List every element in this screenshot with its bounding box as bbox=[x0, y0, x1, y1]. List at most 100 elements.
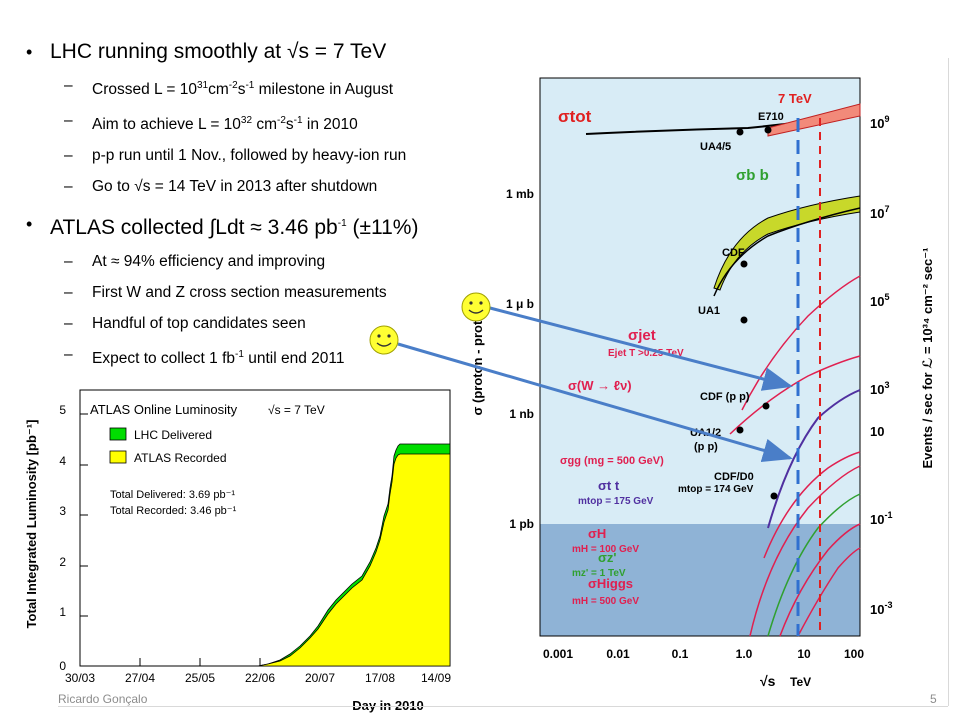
curve-sigma-tt bbox=[767, 389, 861, 529]
text: cm bbox=[252, 116, 278, 134]
label-ua12b: (p p) bbox=[694, 441, 718, 453]
yright-1e9: 109 bbox=[870, 114, 889, 131]
lumi-xlabel: Day in 2010 bbox=[352, 698, 424, 713]
ytick: 4 bbox=[59, 454, 66, 468]
sub-bullet-pp-run: p-p run until 1 Nov., followed by heavy-… bbox=[24, 145, 452, 167]
xtick: 22/06 bbox=[245, 671, 275, 685]
point-e710 bbox=[764, 126, 772, 134]
curve-sigma-zp bbox=[767, 493, 861, 637]
footer-author: Ricardo Gonçalo bbox=[58, 692, 148, 706]
band-sigma-bb bbox=[713, 195, 861, 291]
luminosity-plot: Total Integrated Luminosity [pb⁻¹] 0 1 2… bbox=[24, 389, 451, 713]
slide-divider-horizontal bbox=[58, 706, 948, 707]
sup: 32 bbox=[240, 115, 253, 127]
text: s bbox=[285, 116, 294, 134]
label-mzp: mz' = 1 TeV bbox=[572, 568, 626, 579]
label-e710: E710 bbox=[758, 111, 784, 123]
curve-sigma-h bbox=[763, 451, 861, 559]
lumi-total-recorded: Total Recorded: 3.46 pb⁻¹ bbox=[110, 505, 237, 517]
sub-bullet-expect: Expect to collect 1 fb-1 until end 2011 bbox=[24, 344, 494, 370]
curve-sigma-h500 bbox=[797, 547, 861, 637]
text: cm bbox=[208, 81, 229, 99]
xtick: 0.01 bbox=[606, 647, 630, 661]
xtick: 20/07 bbox=[305, 671, 335, 685]
yright-1e-1: 10-1 bbox=[870, 510, 892, 527]
point-cdf-d0 bbox=[770, 492, 778, 500]
ylabel-1pb: 1 pb bbox=[509, 517, 534, 531]
lumi-total-delivered: Total Delivered: 3.69 pb⁻¹ bbox=[110, 489, 235, 501]
text: Crossed L = 10 bbox=[92, 81, 197, 99]
cross-section-plot: 1 mb 1 μ b 1 nb 1 pb σ (proton - proton)… bbox=[470, 77, 935, 689]
point-ua45 bbox=[736, 128, 744, 136]
lumi-title: ATLAS Online Luminosity bbox=[90, 402, 238, 417]
label-szp: σz' bbox=[598, 550, 616, 565]
xtick: 10 bbox=[797, 647, 811, 661]
sup: -2 bbox=[228, 80, 238, 91]
yright-1e5: 105 bbox=[870, 292, 889, 309]
ytick: 2 bbox=[59, 555, 66, 569]
sub-bullet-w-z: First W and Z cross section measurements bbox=[24, 282, 494, 304]
label-stt: σt t bbox=[598, 478, 620, 493]
curve-sigma-higgs bbox=[779, 523, 861, 637]
bullet-list: LHC running smoothly at √s = 7 TeV Cross… bbox=[24, 30, 494, 370]
ylabel-1nb: 1 nb bbox=[509, 407, 534, 421]
yright-1e7: 107 bbox=[870, 204, 889, 221]
curve-sigma-gg bbox=[749, 465, 861, 637]
xtick: 30/03 bbox=[65, 671, 95, 685]
point-cdf bbox=[740, 260, 748, 268]
label-stot: σtot bbox=[558, 107, 592, 126]
sup: -1 bbox=[293, 115, 303, 127]
label-ua45: UA4/5 bbox=[700, 141, 731, 153]
text: s bbox=[237, 81, 246, 99]
sub-bullet-top: Handful of top candidates seen bbox=[24, 313, 494, 335]
text: ATLAS collected ∫Ldt ≈ 3.46 pb bbox=[50, 216, 338, 240]
label-shiggs: σHiggs bbox=[588, 576, 633, 591]
yright-1e-3: 10-3 bbox=[870, 600, 892, 617]
label-7tev: 7 TeV bbox=[778, 91, 812, 106]
label-sw: σ(W → ℓν) bbox=[568, 378, 632, 393]
legend-recorded-swatch bbox=[109, 450, 127, 464]
lumi-energy: √s = 7 TeV bbox=[268, 403, 325, 417]
xtick: 1.0 bbox=[736, 647, 753, 661]
ytick: 5 bbox=[59, 403, 66, 417]
lumi-recorded-area bbox=[80, 453, 451, 667]
xs-xlabel-sym: √s bbox=[760, 673, 776, 689]
sup: -1 bbox=[245, 80, 255, 91]
sup: 31 bbox=[196, 80, 209, 91]
label-cdfd0: CDF/D0 bbox=[714, 471, 754, 483]
text: until end 2011 bbox=[243, 350, 345, 368]
xs-xlabel-unit: TeV bbox=[790, 675, 811, 689]
label-mh100: mH = 100 GeV bbox=[572, 544, 639, 555]
text: in 2010 bbox=[302, 116, 358, 134]
ylabel-1mb: 1 mb bbox=[506, 187, 534, 201]
ytick: 0 bbox=[59, 659, 66, 673]
label-mh500: mH = 500 GeV bbox=[572, 596, 639, 607]
xs-yright-axis: Events / sec for ℒ = 10³⁴ cm⁻² sec⁻¹ bbox=[920, 248, 935, 469]
text: Expect to collect 1 fb bbox=[92, 350, 236, 368]
label-sjet: σjet bbox=[628, 327, 656, 344]
point-ua1 bbox=[740, 316, 748, 324]
slide-divider-vertical bbox=[948, 58, 949, 706]
label-mtop175: mtop = 175 GeV bbox=[578, 496, 654, 507]
text: (±11%) bbox=[346, 216, 419, 240]
legend-recorded: ATLAS Recorded bbox=[134, 451, 227, 465]
legend-delivered-swatch bbox=[109, 427, 127, 441]
label-sbb: σb b bbox=[736, 167, 769, 184]
label-mtop174: mtop = 174 GeV bbox=[678, 484, 754, 495]
footer-page-number: 5 bbox=[930, 692, 937, 706]
xtick: 0.001 bbox=[543, 647, 573, 661]
text: Aim to achieve L = 10 bbox=[92, 116, 241, 134]
yright-10: 10 bbox=[870, 424, 884, 439]
label-cdfpp: CDF (p p) bbox=[700, 391, 750, 403]
sub-bullet-14tev: Go to √s = 14 TeV in 2013 after shutdown bbox=[24, 176, 494, 198]
label-ua12: UA1/2 bbox=[690, 427, 721, 439]
label-sh: σH bbox=[588, 526, 606, 541]
sub-bullet-aim: Aim to achieve L = 1032 cm-2s-1 in 2010 bbox=[24, 110, 494, 136]
sup: -2 bbox=[277, 115, 286, 127]
xtick: 100 bbox=[844, 647, 864, 661]
xs-yright-ticks: 109 107 105 103 10 10-1 10-3 bbox=[870, 114, 892, 617]
ytick: 3 bbox=[59, 504, 66, 518]
bullet-atlas-collected: ATLAS collected ∫Ldt ≈ 3.46 pb-1 (±11%) bbox=[24, 210, 494, 242]
point-cdf-w bbox=[762, 402, 770, 410]
lumi-ylabel: Total Integrated Luminosity [pb⁻¹] bbox=[24, 420, 39, 629]
